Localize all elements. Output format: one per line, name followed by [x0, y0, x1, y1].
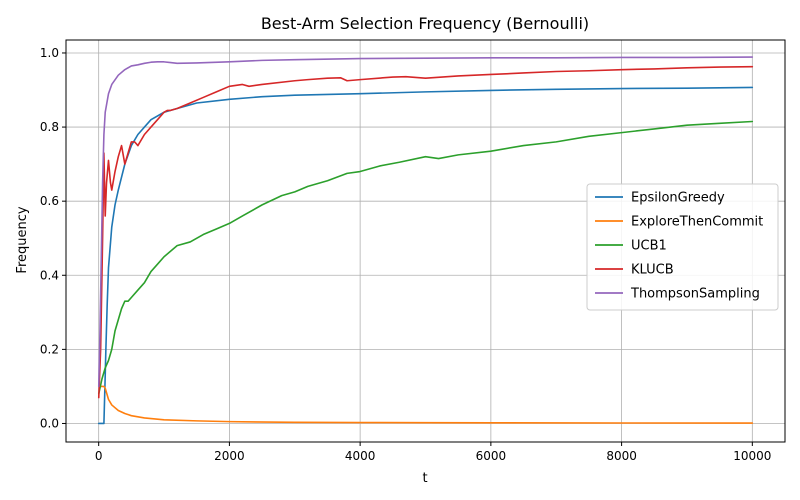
- plot-frame: [65, 39, 786, 443]
- series-line-thompsonsampling: [97, 56, 754, 388]
- series-line-epsilongreedy: [97, 86, 754, 425]
- legend: EpsilonGreedy ExploreThenCommit UCB1 KLUCB T…: [586, 183, 779, 311]
- legend-label-epsilongreedy: EpsilonGreedy: [631, 191, 725, 206]
- series-lines: [97, 56, 754, 425]
- chart-title: Best-Arm Selection Frequency (Bernoulli): [261, 14, 589, 33]
- y-tick-label: 1.0: [40, 46, 59, 60]
- x-tick-label: 0: [95, 449, 103, 463]
- y-tick-label: 0.4: [40, 268, 59, 282]
- y-tick-label: 0.0: [40, 416, 59, 430]
- legend-label-thompsonsampling: ThompsonSampling: [630, 287, 760, 302]
- legend-label-klucb: KLUCB: [631, 263, 674, 278]
- series-line-klucb: [97, 65, 754, 399]
- series-line-ucb1: [97, 120, 754, 395]
- y-axis-label: Frequency: [15, 206, 30, 273]
- ticks: 0 2000 4000 6000 8000 10000 0.0 0.2 0.4 0.6 0.8 1.0: [40, 46, 772, 463]
- legend-label-ucb1: UCB1: [631, 239, 667, 254]
- legend-label-explorethencommit: ExploreThenCommit: [631, 215, 763, 230]
- y-tick-label: 0.8: [40, 120, 59, 134]
- x-tick-label: 2000: [214, 449, 245, 463]
- x-tick-label: 4000: [345, 449, 376, 463]
- y-tick-label: 0.6: [40, 194, 59, 208]
- y-tick-label: 0.2: [40, 342, 59, 356]
- series-line-explorethencommit: [97, 385, 754, 424]
- x-tick-label: 6000: [476, 449, 507, 463]
- x-tick-label: 10000: [733, 449, 771, 463]
- x-axis-label: t: [422, 471, 427, 486]
- x-tick-label: 8000: [606, 449, 637, 463]
- legend-box: [586, 183, 779, 311]
